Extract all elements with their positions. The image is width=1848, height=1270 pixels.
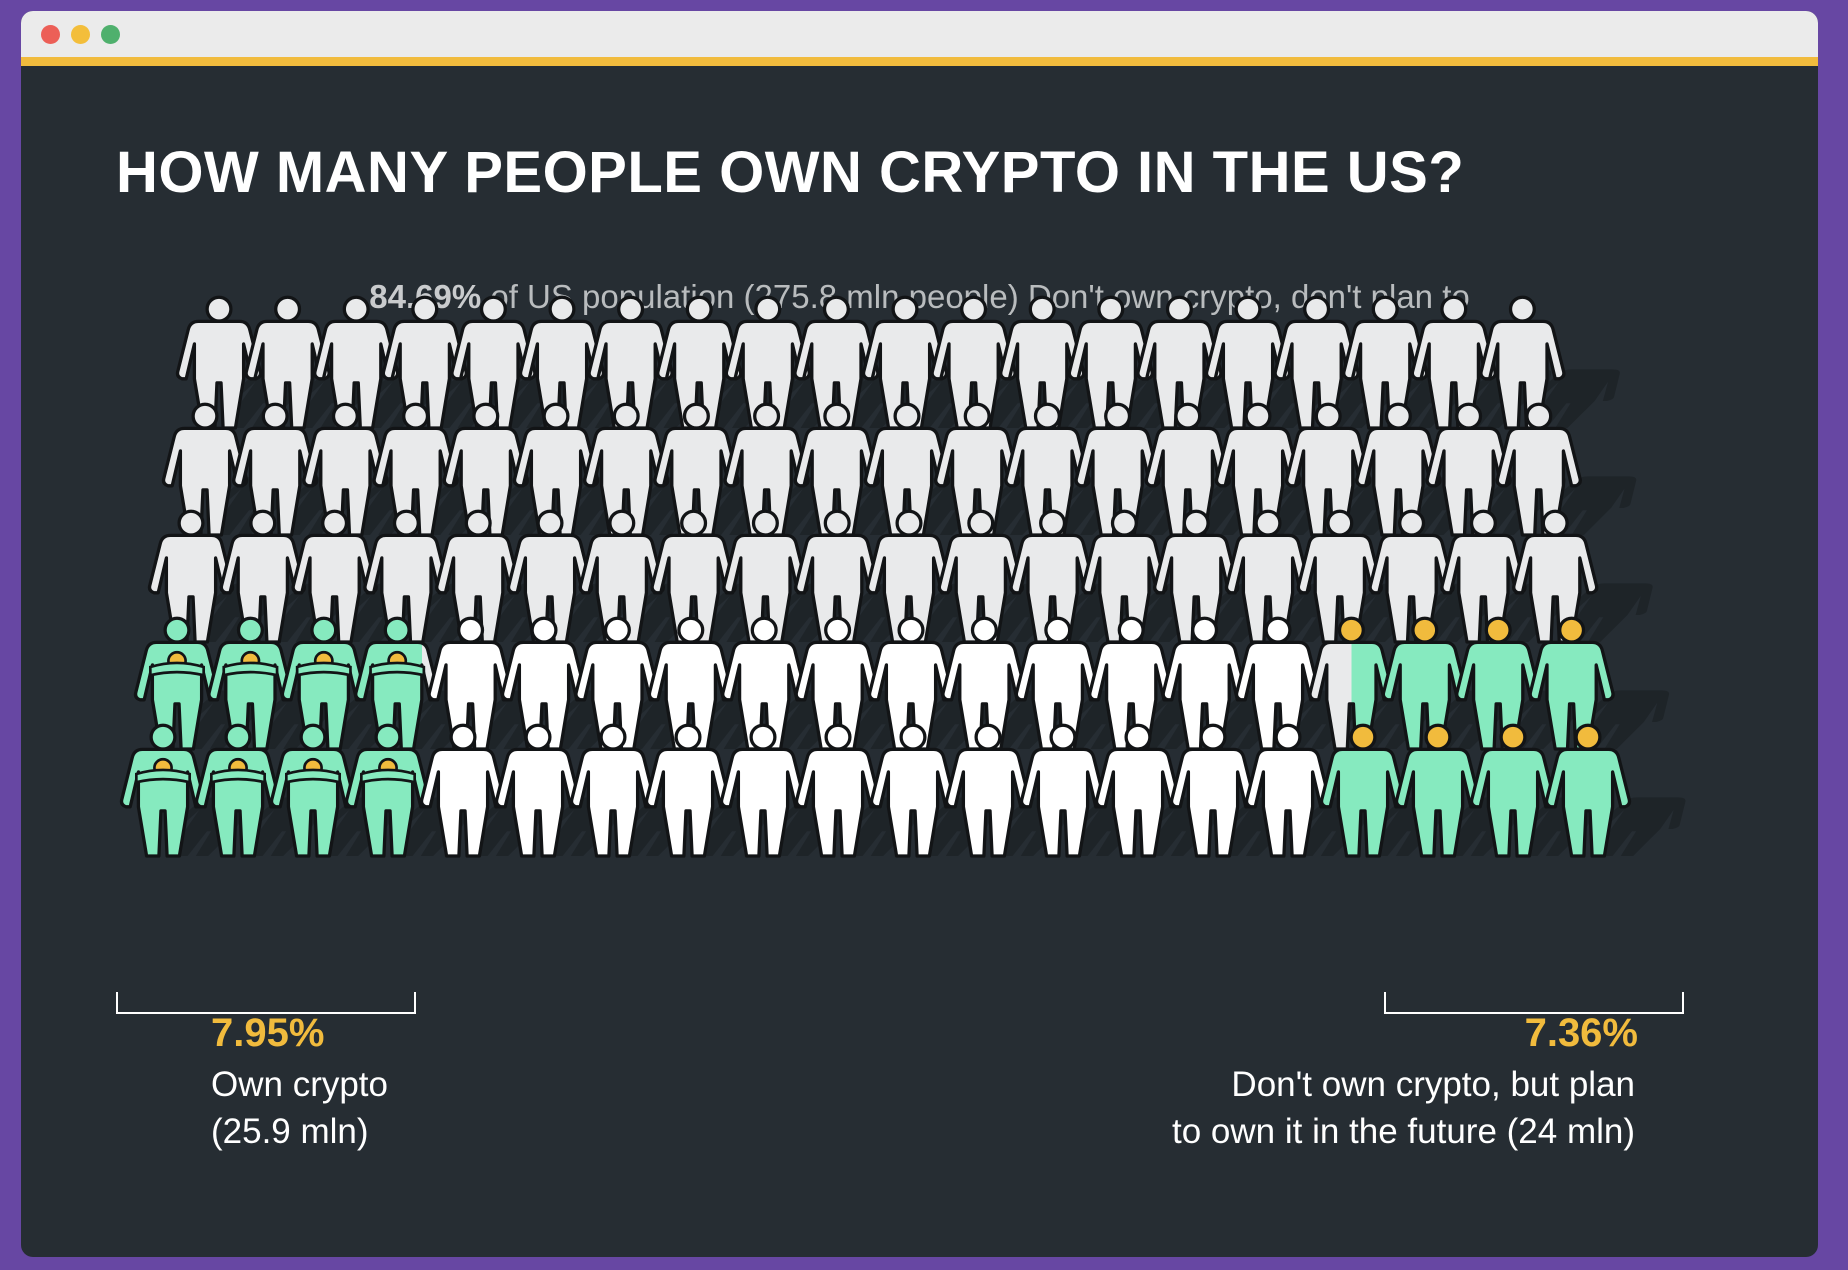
page-title: HOW MANY PEOPLE OWN CRYPTO IN THE US? (116, 140, 1465, 205)
own-crypto-bracket (116, 992, 416, 1014)
maximize-window-dot[interactable] (101, 25, 120, 44)
person-icon-plan-crypto (1544, 723, 1686, 858)
own-crypto-label: Own crypto (211, 1065, 388, 1104)
own-crypto-description: Own crypto (25.9 mln) (211, 1061, 388, 1155)
person-icon-not-own (1512, 509, 1653, 644)
close-window-dot[interactable] (41, 25, 60, 44)
plan-crypto-percentage: 7.36% (1524, 1011, 1638, 1055)
minimize-window-dot[interactable] (71, 25, 90, 44)
own-crypto-percentage: 7.95% (211, 1011, 325, 1055)
person-icon-not-own (1479, 295, 1620, 430)
plan-crypto-description: Don't own crypto, but plan to own it in … (1172, 1061, 1635, 1155)
plan-crypto-bracket (1384, 992, 1684, 1014)
person-icon-not-own (372, 402, 514, 537)
plan-crypto-label: Don't own crypto, but plan (1231, 1065, 1635, 1104)
browser-window: HOW MANY PEOPLE OWN CRYPTO IN THE US? 84… (21, 11, 1818, 1257)
person-icon-not-own (1495, 402, 1637, 537)
accent-bar (21, 57, 1818, 66)
browser-titlebar (21, 11, 1818, 57)
person-icon-not-own (724, 295, 866, 430)
person-icon-plan-crypto (1528, 616, 1670, 751)
pictogram-chart (119, 295, 1686, 858)
own-crypto-count: (25.9 mln) (211, 1112, 369, 1151)
plan-crypto-label-continued: to own it in the future (24 mln) (1172, 1112, 1635, 1151)
person-icon-not-own (574, 616, 715, 751)
person-icon-not-own (1234, 616, 1376, 751)
